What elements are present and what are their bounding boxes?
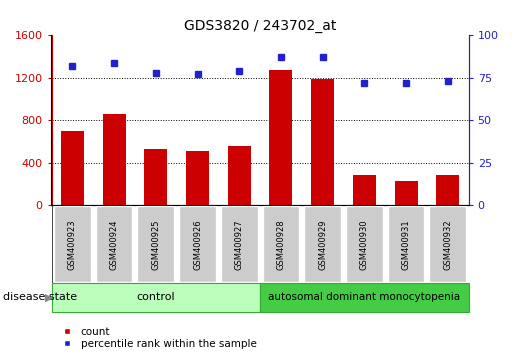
Bar (102, 114, 126, 205)
Text: GSM400932: GSM400932 (443, 219, 452, 270)
Text: GSM400928: GSM400928 (277, 219, 285, 270)
Bar (144, 149, 167, 205)
Text: GSM400926: GSM400926 (193, 219, 202, 270)
Text: GSM400923: GSM400923 (68, 219, 77, 270)
Bar (436, 175, 459, 205)
Bar (54, 206, 91, 282)
Bar (61, 131, 84, 205)
Bar (394, 181, 418, 205)
Text: autosomal dominant monocytopenia: autosomal dominant monocytopenia (268, 292, 460, 302)
Text: ▶: ▶ (45, 292, 54, 302)
Bar (388, 206, 424, 282)
Title: GDS3820 / 243702_at: GDS3820 / 243702_at (184, 19, 336, 33)
Bar (221, 206, 258, 282)
Legend: count, percentile rank within the sample: count, percentile rank within the sample (57, 327, 256, 349)
Bar (179, 206, 216, 282)
Bar (52, 283, 260, 312)
Text: GSM400931: GSM400931 (402, 219, 410, 270)
Bar (311, 79, 334, 205)
Text: GSM400930: GSM400930 (360, 219, 369, 270)
Text: disease state: disease state (3, 292, 77, 302)
Bar (96, 206, 132, 282)
Text: GSM400927: GSM400927 (235, 219, 244, 270)
Text: GSM400924: GSM400924 (110, 219, 118, 269)
Text: GSM400925: GSM400925 (151, 219, 160, 269)
Text: GSM400929: GSM400929 (318, 219, 327, 269)
Bar (228, 146, 251, 205)
Bar (263, 206, 299, 282)
Bar (353, 175, 376, 205)
Bar (138, 206, 174, 282)
Bar (186, 151, 209, 205)
Bar (269, 70, 293, 205)
Bar (346, 206, 383, 282)
Bar (304, 206, 341, 282)
Text: control: control (136, 292, 175, 302)
Bar (260, 283, 469, 312)
Bar (430, 206, 466, 282)
